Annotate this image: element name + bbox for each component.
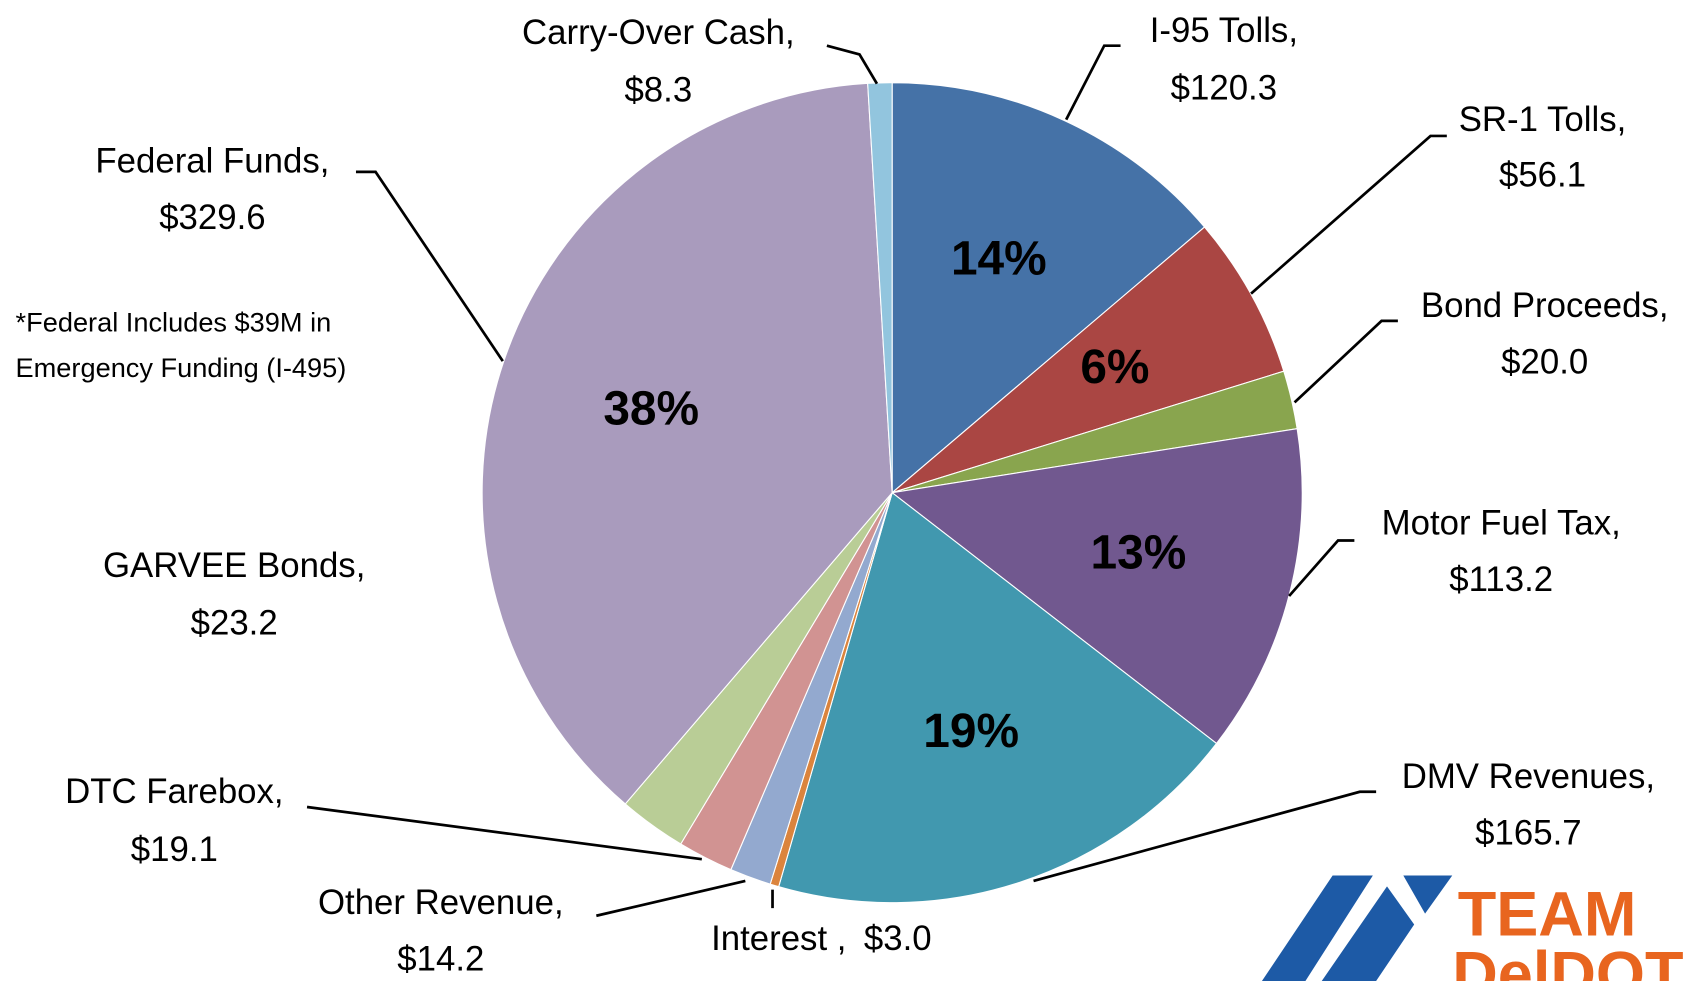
logo: TEAM DelDOT [1261,875,1684,981]
value-label: $19.1 [131,830,218,869]
category-label: SR-1 Tolls, [1459,100,1627,139]
leader-line [1064,44,1121,121]
leader-line [1250,134,1447,295]
pie [481,82,1303,904]
category-label: GARVEE Bonds, [103,546,365,585]
leader-line [306,805,703,861]
pie-slice [891,82,1206,494]
category-label: Bond Proceeds, [1421,286,1669,325]
percent-label: 6% [1080,341,1149,394]
value-label: $329.6 [159,198,265,237]
leader-line [596,879,746,918]
value-label: $120.3 [1171,68,1277,107]
percent-label: 19% [923,705,1019,758]
category-label: Federal Funds, [95,141,329,180]
value-label: $20.0 [1501,343,1588,382]
category-label: Carry-Over Cash, [522,13,795,52]
value-label: $14.2 [397,940,484,979]
value-label: $23.2 [191,604,278,643]
leader-line [1293,319,1398,404]
logo-mark [1261,875,1453,981]
pie-slice [867,82,893,493]
leader-line [1033,790,1377,883]
logo-text: DelDOT [1452,939,1683,981]
category-label: Motor Fuel Tax, [1382,503,1621,542]
category-label: DMV Revenues, [1402,757,1655,796]
category-label: Interest , [711,919,846,958]
pie-slice [891,226,1285,494]
percent-label: 13% [1091,526,1187,579]
logo-text: TEAM [1458,880,1637,950]
value-label: $165.7 [1475,813,1581,852]
leader-line [355,170,504,362]
leader-line [1288,539,1355,597]
annotation: Emergency Funding (I-495) [16,352,347,383]
category-label: Other Revenue, [318,883,564,922]
pie-slice [778,491,1218,904]
percent-label: 38% [603,382,699,435]
category-label: I-95 Tolls, [1150,11,1298,50]
value-label: $3.0 [864,919,932,958]
percent-label: 14% [951,233,1047,286]
category-label: DTC Farebox, [65,772,284,811]
value-label: $113.2 [1449,560,1553,599]
value-label: $56.1 [1499,155,1586,194]
labels: 14% I-95 Tolls, $120.3 6% SR-1 Tolls, $56.1 Bo… [65,11,1668,979]
annotation: *Federal Includes $39M in [16,306,332,337]
pie-slice [481,82,893,805]
value-label: $8.3 [624,71,692,110]
leader-line [826,44,879,85]
